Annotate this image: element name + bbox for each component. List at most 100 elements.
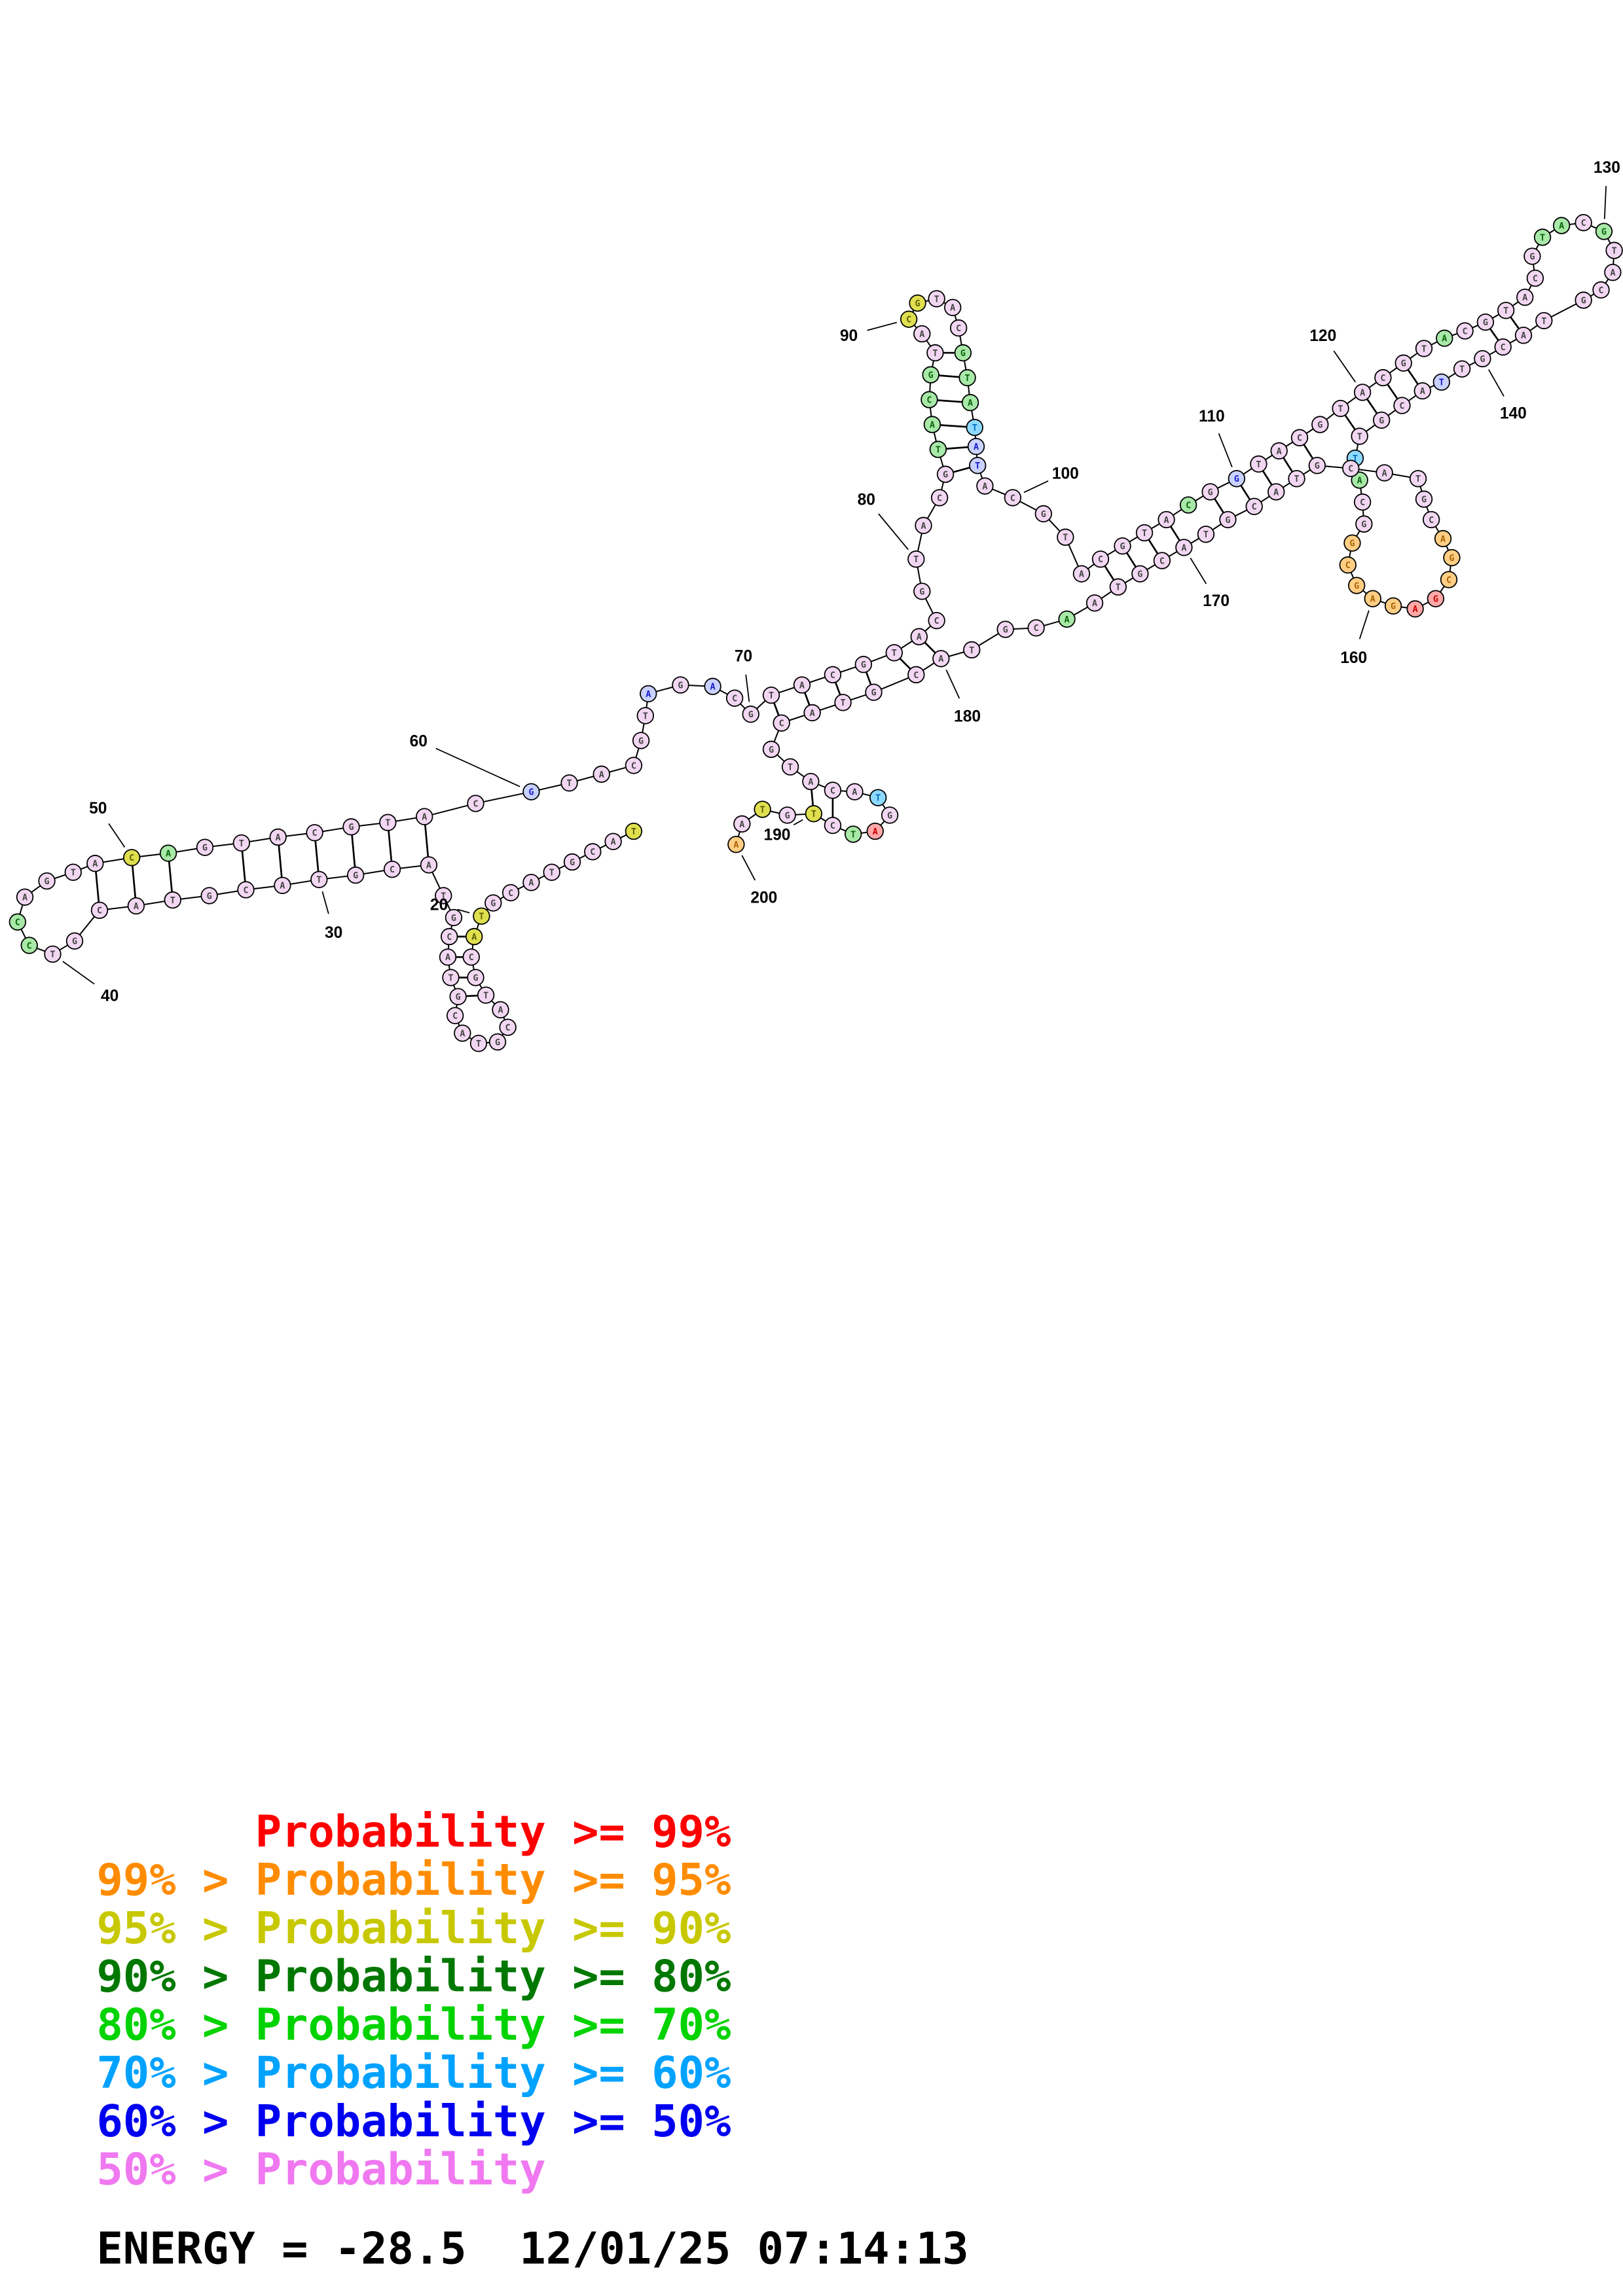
label-leader-line (1603, 186, 1607, 219)
nucleotide (200, 887, 218, 905)
nucleotide (762, 686, 780, 704)
nucleotide (416, 808, 433, 825)
position-label: 120 (1309, 327, 1336, 345)
nucleotide (1364, 590, 1381, 607)
position-label: 110 (1199, 408, 1225, 425)
label-leader-line (867, 321, 898, 331)
nucleotide (1114, 537, 1131, 555)
nucleotide (454, 1024, 471, 1042)
nucleotide (593, 765, 610, 783)
nucleotide (1072, 565, 1091, 583)
nucleotide (1516, 288, 1534, 306)
nucleotide (881, 806, 899, 824)
nucleotide (522, 783, 540, 800)
nucleotide (793, 676, 811, 694)
nucleotide (961, 393, 979, 412)
position-number-labels: 20 30 40 50 60 70 80 90 100 110 120 130 140 160 170 180… (89, 159, 1620, 1005)
label-leader-line (878, 513, 909, 550)
label-leader-line (741, 855, 756, 881)
nucleotide (1395, 354, 1412, 372)
nucleotide (1131, 565, 1149, 583)
nucleotide (1575, 213, 1592, 232)
nucleotide (269, 828, 287, 846)
nucleotide (1575, 291, 1592, 309)
nucleotide (632, 732, 650, 749)
nucleotide (196, 838, 214, 856)
nucleotide (1228, 470, 1246, 488)
backbone-and-pair-edges (16, 222, 1615, 1045)
backbone-edge (424, 802, 476, 817)
nucleotide (1034, 505, 1052, 523)
label-leader-lines (62, 186, 1607, 985)
legend-row: 80% > Probability >= 70% (97, 1999, 731, 2050)
nucleotide (159, 844, 177, 862)
nucleotide (379, 814, 397, 831)
nucleotide (449, 988, 467, 1005)
position-label: 130 (1594, 159, 1620, 177)
label-leader-line (62, 961, 95, 985)
label-leader-line (457, 908, 470, 914)
nucleotide (488, 1033, 507, 1051)
nucleotide (462, 948, 480, 966)
legend-row: 90% > Probability >= 80% (97, 1951, 731, 2002)
nucleotide (1497, 302, 1515, 319)
nucleotide (1432, 373, 1451, 391)
nucleotide (383, 860, 401, 878)
nucleotide (1595, 223, 1613, 240)
nucleotide (1605, 242, 1623, 259)
nucleotide (967, 437, 985, 456)
nucleotide (802, 772, 820, 791)
nucleotide (1308, 457, 1326, 475)
nucleotide (1175, 539, 1193, 556)
nucleotide (347, 866, 365, 884)
nucleotide (342, 818, 360, 836)
nucleotide (473, 907, 490, 925)
nucleotide (1332, 399, 1349, 418)
nucleotide (164, 891, 181, 909)
nucleotide (1406, 600, 1424, 618)
position-label: 20 (430, 897, 448, 914)
nucleotide (854, 656, 873, 673)
nucleotide (869, 789, 887, 806)
nucleotide (966, 418, 983, 437)
label-leader-line (745, 674, 750, 702)
nucleotide (1372, 411, 1391, 429)
nucleotide (923, 416, 941, 433)
nucleotide (560, 774, 578, 792)
nucleotide (1415, 340, 1433, 357)
nucleotide (1413, 382, 1431, 400)
nucleotide (1351, 427, 1368, 445)
label-leader-line (945, 670, 960, 699)
nucleotide (1552, 217, 1571, 234)
nucleotide (969, 457, 987, 475)
nucleotide (442, 969, 460, 986)
nucleotide (1158, 511, 1175, 529)
nucleotide (778, 806, 796, 824)
nucleotide (1351, 471, 1368, 489)
legend-row: 50% > Probability (97, 2144, 546, 2195)
nucleotide (310, 870, 328, 889)
nucleotide (885, 644, 903, 662)
nucleotide (1422, 511, 1440, 529)
nucleotide (1135, 524, 1154, 542)
nucleotide (1494, 338, 1512, 356)
nucleotide (803, 704, 821, 722)
nucleotide (64, 863, 82, 881)
nucleotide (824, 781, 842, 799)
position-label: 30 (325, 924, 342, 942)
nucleotide (625, 822, 643, 840)
nucleotide (930, 489, 949, 507)
nucleotide (127, 897, 145, 915)
nucleotide (420, 856, 438, 874)
nucleotide (86, 855, 104, 872)
nucleotide (1343, 534, 1361, 552)
nucleotide (1526, 269, 1544, 287)
nucleotide-nodes: TACGTACGTACGTACGTACGTACGTACGTACGTACGTCCA… (9, 213, 1623, 1052)
nucleotide (499, 1018, 517, 1036)
nucleotide (1353, 384, 1372, 401)
nucleotide (477, 986, 495, 1004)
nucleotide (958, 368, 976, 387)
nucleotide (932, 650, 950, 668)
nucleotide (65, 932, 84, 950)
nucleotide (929, 440, 947, 458)
